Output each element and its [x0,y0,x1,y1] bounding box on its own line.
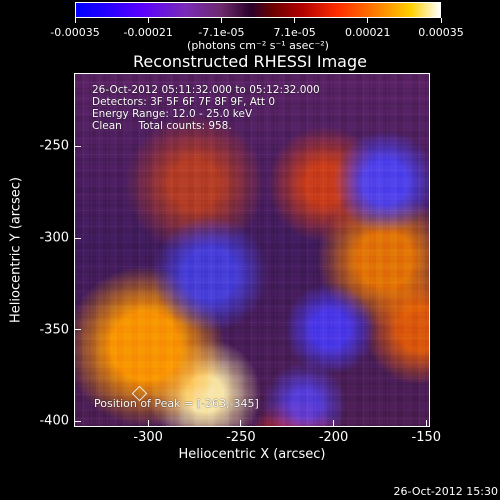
annotation-line-3: Energy Range: 12.0 - 25.0 keV [92,108,253,120]
x-axis-tick-label: -150 [411,430,442,445]
colorbar-tick-label: -0.00021 [123,26,173,39]
colorbar-tick-mark [440,18,442,23]
colorbar-tick-label: 0.00035 [418,26,464,39]
y-axis-tick-label: -400 [39,413,69,429]
timestamp: 26-Oct-2012 15:30 [393,485,498,498]
y-axis-tick-label: -250 [39,138,69,154]
colorbar-units: (photons cm⁻² s⁻¹ asec⁻²) [187,39,329,52]
x-axis-tick-mark [240,420,242,427]
y-axis-tick-label: -350 [39,322,69,338]
colorbar-gradient [76,3,440,17]
y-axis-tick-mark [74,329,81,331]
x-axis-tick-mark [147,420,149,427]
y-axis-tick-mark [74,145,81,147]
x-axis-tick-label: -250 [226,430,256,445]
annotation-line-2: Detectors: 3F 5F 6F 7F 8F 9F, Att 0 [92,96,276,108]
colorbar-tick-label: 0.00021 [345,26,391,39]
x-axis-tick-label: -300 [133,430,163,445]
x-axis-tick-label: -200 [318,430,349,445]
plot-area [74,73,430,427]
chart-title: Reconstructed RHESSI Image [133,52,367,71]
colorbar-tick-mark [220,18,222,23]
colorbar-tick-mark [74,18,76,23]
y-axis-tick-mark [74,420,81,422]
colorbar-tick-label: -7.1e-05 [198,26,245,39]
x-axis-tick-mark [425,420,427,427]
colorbar-tick-mark [367,18,369,23]
colorbar [75,2,441,18]
colorbar-tick-mark [294,18,296,23]
x-axis-tick-mark [333,420,335,427]
y-axis-tick-mark [74,237,81,239]
y-axis-tick-label: -300 [39,230,69,246]
colorbar-tick-label: 7.1e-05 [273,26,316,39]
peak-label: Position of Peak = [-263,-345] [94,397,259,410]
heatmap-image [75,74,429,426]
colorbar-tick-label: -0.00035 [50,26,100,39]
colorbar-tick-mark [147,18,149,23]
x-axis-label: Heliocentric X (arcsec) [178,447,326,462]
annotation-line-1: 26-Oct-2012 05:11:32.000 to 05:12:32.000 [92,84,320,96]
y-axis-label: Heliocentric Y (arcsec) [8,177,24,323]
annotation-line-4: Clean Total counts: 958. [92,120,232,132]
